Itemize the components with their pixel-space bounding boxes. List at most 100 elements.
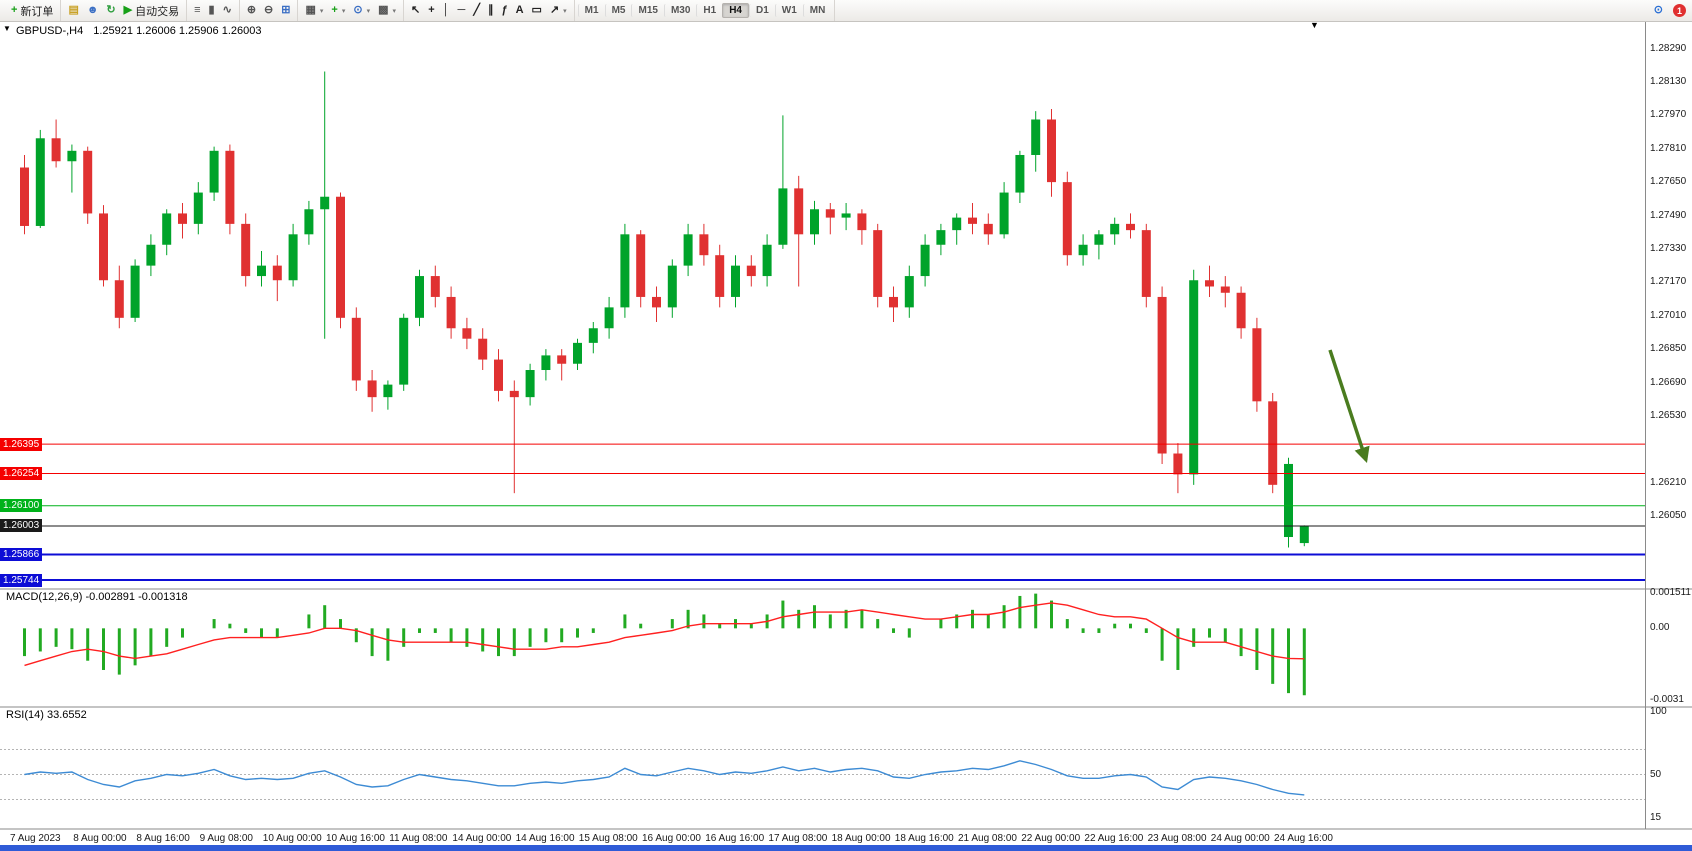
- indicators-icon-dropdown[interactable]: ▾: [341, 7, 346, 15]
- timeframe-d1[interactable]: D1: [748, 4, 775, 17]
- autotrading-button[interactable]: ▶ 自动交易: [120, 2, 183, 20]
- candle-body: [794, 188, 804, 235]
- macd-signal-line: [24, 602, 1305, 667]
- text-icon[interactable]: A: [512, 4, 528, 17]
- horizontal-line-icon[interactable]: ─: [454, 4, 470, 17]
- candle-body: [114, 280, 124, 318]
- tile-windows-icon: ⊞: [281, 4, 291, 16]
- arrows-icon[interactable]: ↗ ▾: [546, 4, 571, 17]
- timeframe-mn[interactable]: MN: [802, 4, 832, 17]
- equidistant-channel-icon: ∥: [487, 4, 494, 16]
- candle-body: [873, 230, 883, 297]
- text-icon: A: [515, 4, 524, 16]
- periods-icon[interactable]: ⊙ ▾: [349, 4, 374, 17]
- candle-body: [1236, 292, 1246, 329]
- notification-badge[interactable]: 1: [1673, 4, 1686, 17]
- timeframe-m30[interactable]: M30: [663, 4, 696, 17]
- timeframe-h4[interactable]: H4: [722, 3, 749, 18]
- candle-body: [225, 150, 235, 224]
- cursor-icon[interactable]: ↖: [407, 4, 424, 17]
- timeframe-group: M1 M5 M15 M30 H1 H4 D1 W1 MN: [575, 0, 836, 21]
- crosshair-icon[interactable]: +: [424, 4, 438, 17]
- candle-body: [20, 167, 29, 226]
- new-order-button[interactable]: + 新订单: [7, 2, 57, 20]
- timeframe-w1[interactable]: W1: [774, 4, 803, 17]
- candle-body: [83, 150, 93, 214]
- candle-body: [1268, 401, 1278, 485]
- zoom-in-icon[interactable]: ⊕: [243, 4, 260, 17]
- new-chart-icon-dropdown[interactable]: ▾: [319, 7, 324, 15]
- horizontal-lines: [0, 443, 1645, 582]
- refresh-icon[interactable]: ↻: [102, 4, 119, 17]
- toolbar-group: ↖ + │ ─ ╱ ∥ ƒ A ▭ ↗ ▾: [404, 0, 575, 21]
- chart-template-icon[interactable]: ▩ ▾: [374, 4, 400, 17]
- chart-canvas[interactable]: [0, 22, 1692, 845]
- trendline-icon[interactable]: ╱: [469, 4, 484, 17]
- candle-body: [1141, 230, 1151, 297]
- candle-body: [731, 265, 740, 297]
- candle-body: [209, 150, 219, 193]
- candle-body: [430, 276, 440, 297]
- candle-body: [604, 307, 614, 329]
- chart-template-icon: ▩: [378, 4, 389, 16]
- periods-icon-dropdown[interactable]: ▾: [366, 7, 371, 15]
- down-arrow[interactable]: [1328, 349, 1370, 463]
- chart-title: GBPUSD-,H4 1.25921 1.26006 1.25906 1.260…: [16, 25, 261, 37]
- timeframe-m5[interactable]: M5: [604, 4, 632, 17]
- candle-body: [541, 355, 551, 371]
- arrows-icon: ↗: [549, 4, 560, 16]
- symbol-period-label: GBPUSD-,H4: [16, 25, 84, 37]
- candlestick-chart-icon[interactable]: ▮: [205, 4, 219, 17]
- candle-body: [99, 213, 108, 281]
- timeframe-h1[interactable]: H1: [696, 4, 722, 17]
- chart-window-icon[interactable]: ▤: [64, 4, 82, 17]
- macd-label: MACD(12,26,9) -0.002891 -0.001318: [6, 591, 188, 603]
- candle-body: [588, 328, 598, 343]
- candle-body: [272, 265, 282, 281]
- timeframe-m15[interactable]: M15: [631, 4, 663, 17]
- candle-body: [762, 244, 772, 277]
- text-label-icon: ▭: [531, 4, 542, 16]
- chart-shift-marker[interactable]: ▼: [1310, 20, 1319, 30]
- timeframe-m1[interactable]: M1: [577, 4, 605, 17]
- one-click-trading-toggle[interactable]: ▼: [3, 24, 11, 33]
- chart-window-icon: ▤: [68, 4, 79, 16]
- candle-body: [620, 234, 630, 308]
- bar-chart-icon[interactable]: ≡: [190, 4, 204, 17]
- horizontal-line-icon: ─: [457, 4, 466, 16]
- candle-body: [1189, 280, 1199, 475]
- toolbar-left: + 新订单 ▤ ☻ ↻ ▶ 自动交易 ≡ ▮ ∿ ⊕ ⊖ ⊞ ▦ ▾ + ▾ ⊙ ▾ ▩ ▾ ↖ + │ ─ ╱ ∥ ƒ A ▭ ↗ ▾ M1 M…: [4, 0, 836, 21]
- candle-body: [1205, 280, 1214, 287]
- fibonacci-icon[interactable]: ƒ: [497, 4, 511, 17]
- rsi-indicator: [0, 749, 1645, 800]
- zoom-out-icon[interactable]: ⊖: [260, 4, 277, 17]
- vertical-line-icon[interactable]: │: [439, 4, 454, 17]
- tile-windows-icon[interactable]: ⊞: [277, 4, 294, 17]
- chart-area[interactable]: 1.26395 1.26254 1.26100 1.26003 1.25866 1.257…: [0, 20, 1692, 845]
- search-icon[interactable]: ⊙: [1653, 4, 1663, 16]
- candlesticks: [20, 71, 1309, 548]
- candle-body: [778, 188, 788, 245]
- equidistant-channel-icon[interactable]: ∥: [484, 4, 498, 17]
- candle-body: [1173, 453, 1183, 475]
- line-chart-icon[interactable]: ∿: [219, 4, 236, 17]
- candle-body: [1284, 463, 1293, 538]
- candle-body: [1220, 286, 1230, 293]
- toolbar-group: ▦ ▾ + ▾ ⊙ ▾ ▩ ▾: [298, 0, 404, 21]
- text-label-icon[interactable]: ▭: [528, 4, 546, 17]
- candle-body: [1047, 119, 1056, 183]
- new-chart-icon: ▦: [305, 4, 316, 16]
- toolbar-group: ▤ ☻ ↻ ▶ 自动交易: [61, 0, 188, 21]
- market-watch-icon[interactable]: ☻: [83, 4, 103, 17]
- new-chart-icon[interactable]: ▦ ▾: [301, 4, 327, 17]
- indicators-icon[interactable]: + ▾: [327, 4, 349, 17]
- arrows-icon-dropdown[interactable]: ▾: [563, 7, 567, 15]
- candle-body: [1062, 182, 1072, 256]
- candle-body: [1252, 328, 1262, 402]
- candle-body: [288, 234, 298, 281]
- candle-body: [178, 213, 187, 224]
- chart-template-icon-dropdown[interactable]: ▾: [392, 7, 396, 15]
- candle-body: [952, 217, 962, 231]
- candle-body: [841, 213, 851, 218]
- candle-body: [367, 380, 377, 398]
